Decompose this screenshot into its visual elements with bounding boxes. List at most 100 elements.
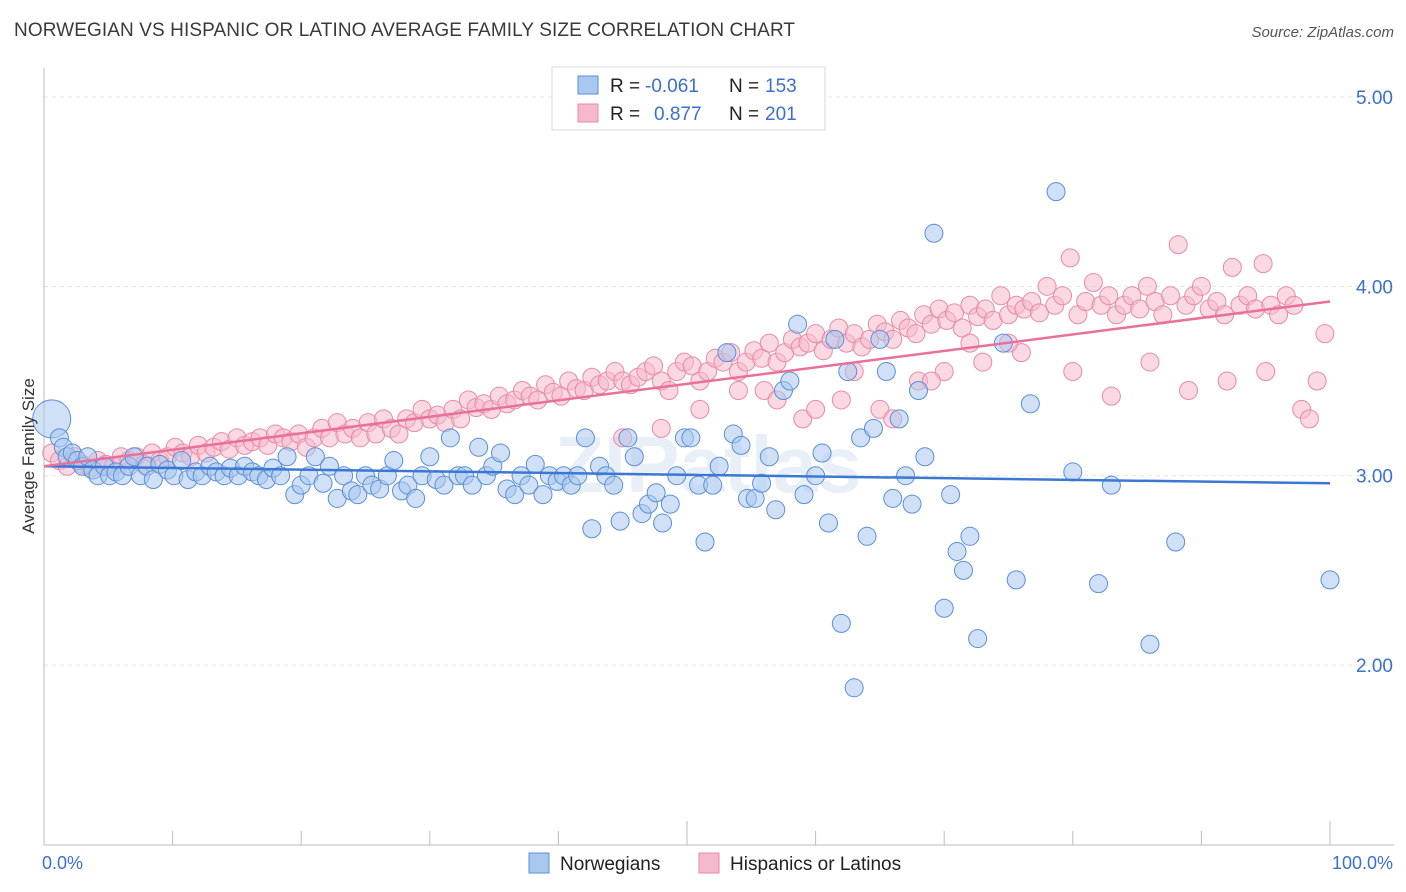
norwegians-point-125 bbox=[896, 466, 916, 486]
norwegians-point-130 bbox=[934, 598, 954, 618]
hispanics-point-182 bbox=[690, 399, 710, 419]
norwegians-point-138 bbox=[1020, 394, 1040, 414]
bottom-legend-swatch-norwegians bbox=[528, 852, 550, 874]
norwegians-point-120 bbox=[863, 418, 883, 438]
hispanics-point-129 bbox=[1037, 276, 1057, 296]
hispanics-point-117 bbox=[944, 303, 964, 323]
y-axis-label: Average Family Size bbox=[19, 378, 38, 534]
hispanics-point-181 bbox=[651, 418, 671, 438]
hispanics-point-177 bbox=[1179, 380, 1199, 400]
norwegians-point-133 bbox=[953, 560, 973, 580]
norwegians-point-73 bbox=[533, 485, 553, 505]
norwegians-point-63 bbox=[462, 475, 482, 495]
norwegians-point-86 bbox=[624, 447, 644, 467]
hispanics-point-118 bbox=[952, 318, 972, 338]
norwegians-point-37 bbox=[277, 447, 297, 467]
norwegians-point-36 bbox=[271, 466, 291, 486]
norwegians-point-78 bbox=[568, 466, 588, 486]
norwegians-point-139 bbox=[1046, 182, 1066, 202]
norwegians-point-114 bbox=[825, 329, 845, 349]
norwegians-point-108 bbox=[780, 371, 800, 391]
hispanics-point-78 bbox=[644, 356, 664, 376]
legend-r-value-2: 0.877 bbox=[654, 104, 702, 125]
norwegians-point-105 bbox=[759, 447, 779, 467]
hispanics-point-131 bbox=[1053, 286, 1073, 306]
x-tick-labels: 0.0% 100.0% bbox=[42, 853, 1393, 873]
norwegians-point-129 bbox=[924, 223, 944, 243]
norwegians-point-55 bbox=[406, 488, 426, 508]
norwegians-point-71 bbox=[519, 475, 539, 495]
hispanics-point-137 bbox=[1099, 286, 1119, 306]
norwegians-point-67 bbox=[491, 443, 511, 463]
norwegians-point-140 bbox=[1063, 462, 1083, 482]
hispanics-point-145 bbox=[1161, 286, 1181, 306]
hispanics-point-168 bbox=[831, 390, 851, 410]
hispanics-point-178 bbox=[1217, 371, 1237, 391]
norwegians-point-113 bbox=[818, 513, 838, 533]
norwegians-point-126 bbox=[902, 494, 922, 514]
hispanics-point-163 bbox=[1299, 409, 1319, 429]
hispanics-point-176 bbox=[1140, 352, 1160, 372]
hispanics-point-183 bbox=[728, 380, 748, 400]
y-tick-label-0: 2.00 bbox=[1356, 656, 1393, 677]
norwegians-point-47 bbox=[348, 485, 368, 505]
hispanics-point-166 bbox=[754, 380, 774, 400]
norwegians-point-115 bbox=[831, 613, 851, 633]
norwegians-point-110 bbox=[794, 485, 814, 505]
norwegians-point-90 bbox=[653, 513, 673, 533]
norwegians-point-84 bbox=[610, 511, 630, 531]
norwegians-point-83 bbox=[604, 475, 624, 495]
norwegians-point-59 bbox=[434, 475, 454, 495]
norwegians-point-22 bbox=[172, 451, 192, 471]
norwegians-point-137 bbox=[1006, 570, 1026, 590]
norwegians-point-89 bbox=[646, 483, 666, 503]
norwegians-point-101 bbox=[731, 435, 751, 455]
norwegians-point-131 bbox=[941, 485, 961, 505]
legend-n-label-2: N = bbox=[729, 104, 759, 125]
source-label: Source: ZipAtlas.com bbox=[1251, 24, 1394, 41]
x-tick-label-0: 0.0% bbox=[42, 853, 83, 873]
norwegians-point-109 bbox=[788, 314, 808, 334]
norwegians-point-104 bbox=[752, 473, 772, 493]
legend-r-value-1: -0.061 bbox=[645, 76, 699, 97]
norwegians-point-144 bbox=[1166, 532, 1186, 552]
norwegians-point-143 bbox=[1140, 634, 1160, 654]
norwegians-point-118 bbox=[851, 428, 871, 448]
norwegians-point-79 bbox=[575, 428, 595, 448]
norwegians-point-145 bbox=[1320, 570, 1340, 590]
norwegians-point-41 bbox=[305, 447, 325, 467]
hispanics-point-164 bbox=[1307, 371, 1327, 391]
legend-n-value-1: 153 bbox=[765, 76, 797, 97]
hispanics-point-173 bbox=[1011, 343, 1031, 363]
hispanics-point-174 bbox=[1063, 362, 1083, 382]
hispanics-point-169 bbox=[870, 399, 890, 419]
y-tick-label-2: 4.00 bbox=[1356, 277, 1393, 298]
norwegians-point-96 bbox=[695, 532, 715, 552]
hispanics-point-171 bbox=[934, 362, 954, 382]
norwegians-point-123 bbox=[883, 488, 903, 508]
legend-n-value-2: 201 bbox=[765, 104, 797, 125]
norwegians-point-98 bbox=[709, 456, 729, 476]
norwegians-point-134 bbox=[960, 526, 980, 546]
norwegians-point-60 bbox=[440, 428, 460, 448]
hispanics-point-132 bbox=[1060, 248, 1080, 268]
norwegians-point-94 bbox=[681, 428, 701, 448]
bottom-legend-swatch-hispanics bbox=[698, 852, 720, 874]
hispanics-point-142 bbox=[1137, 276, 1157, 296]
hispanics-point-159 bbox=[1269, 305, 1289, 325]
norwegians-point-127 bbox=[908, 380, 928, 400]
hispanics-point-167 bbox=[793, 409, 813, 429]
hispanics-point-185 bbox=[806, 399, 826, 419]
bottom-legend-norwegians: Norwegians bbox=[560, 854, 660, 875]
hispanics-point-149 bbox=[1191, 276, 1211, 296]
chart-title: NORWEGIAN VS HISPANIC OR LATINO AVERAGE … bbox=[14, 20, 796, 41]
series-norwegians-points bbox=[32, 182, 1340, 698]
hispanics-point-45 bbox=[389, 424, 409, 444]
norwegians-point-91 bbox=[660, 494, 680, 514]
norwegians-point-97 bbox=[703, 475, 723, 495]
hispanics-point-135 bbox=[1083, 273, 1103, 293]
norwegians-point-64 bbox=[469, 437, 489, 457]
norwegians-point-57 bbox=[420, 447, 440, 467]
norwegians-point-132 bbox=[947, 541, 967, 561]
